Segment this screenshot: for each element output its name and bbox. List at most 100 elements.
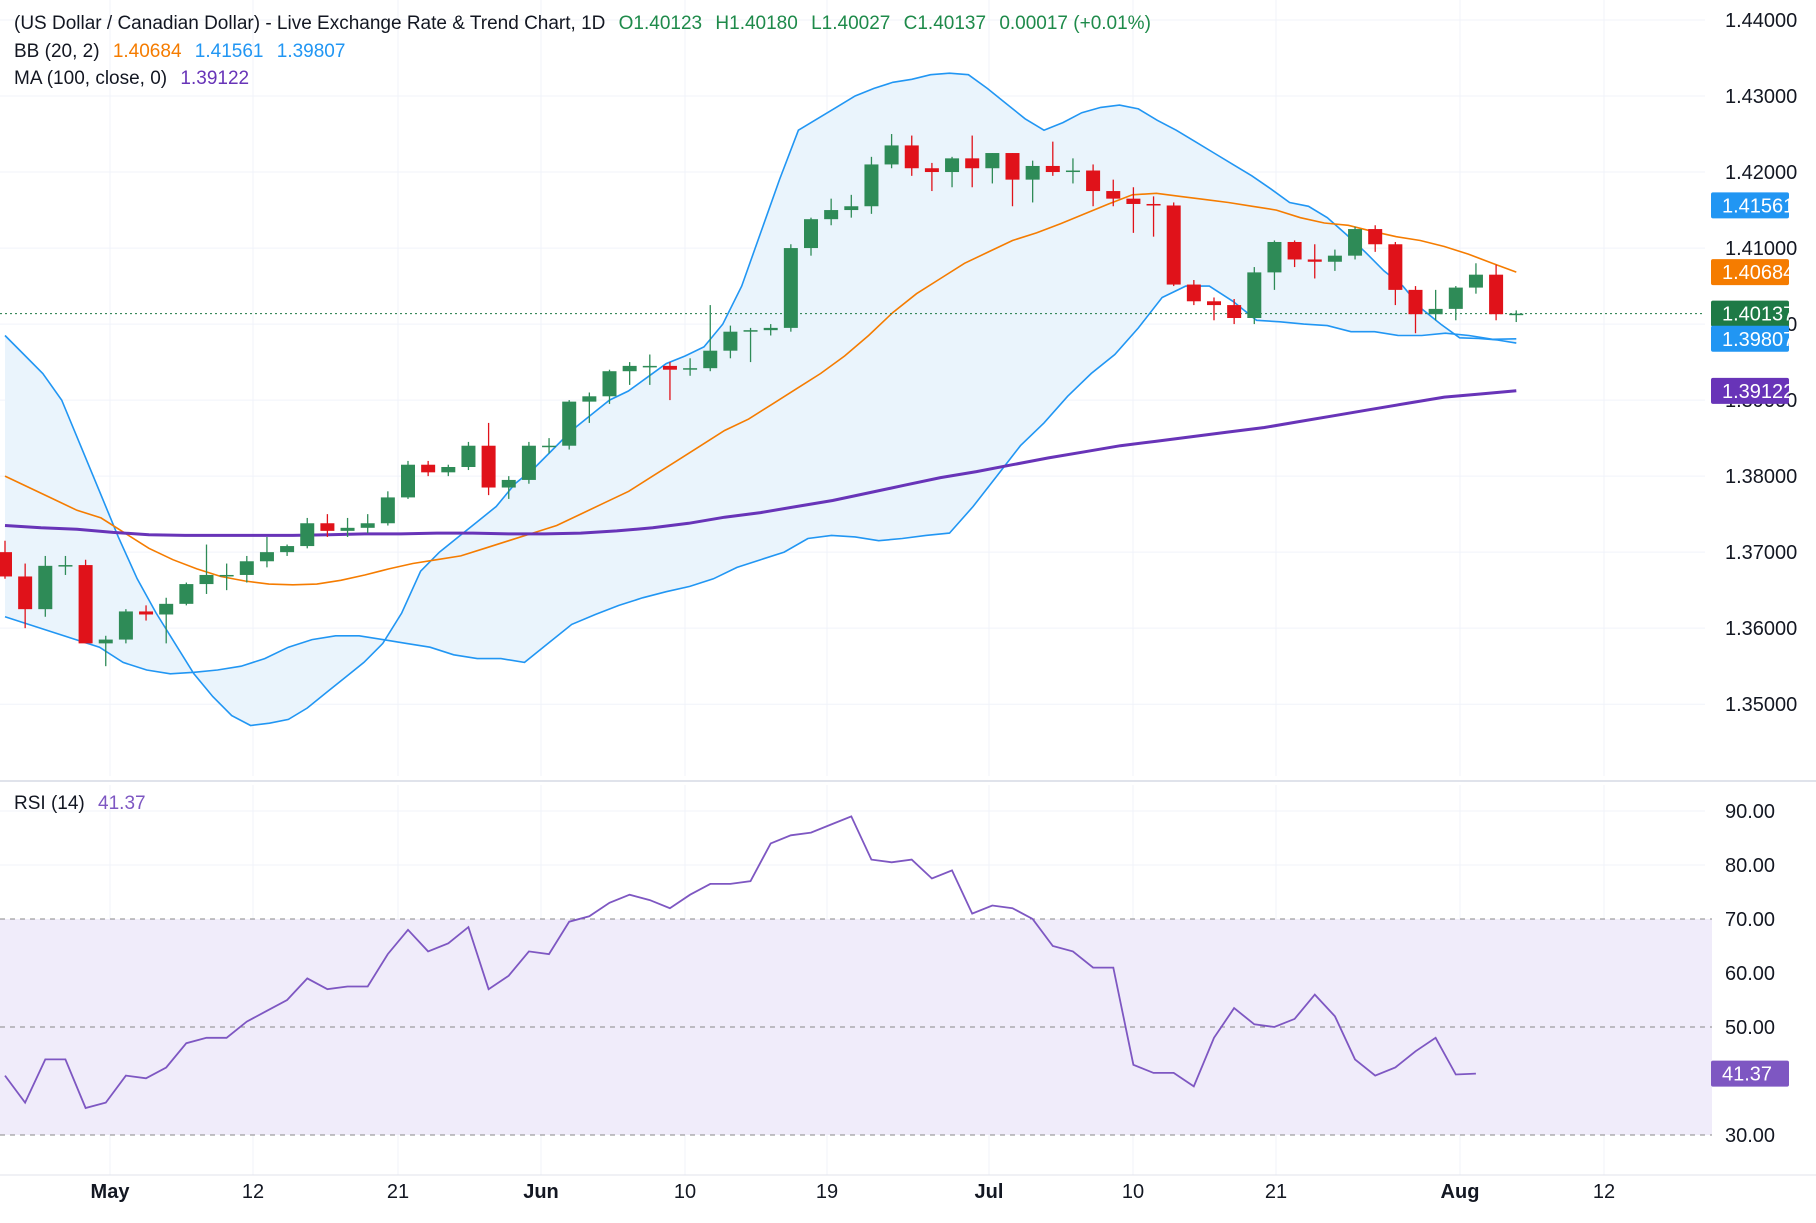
candle-body xyxy=(521,445,536,480)
rsi-line xyxy=(4,815,1476,1110)
candle xyxy=(783,244,798,332)
candles xyxy=(0,134,1524,667)
candle xyxy=(340,517,355,537)
price-axis[interactable]: 1.440001.430001.420001.410001.400001.390… xyxy=(1725,10,1797,716)
ohlc-close: C1.40137 xyxy=(903,13,987,34)
candle-body xyxy=(642,365,657,368)
price-tag-label: 1.40684 xyxy=(1722,262,1794,284)
candle-body xyxy=(662,365,677,370)
candle xyxy=(0,540,12,579)
candle xyxy=(179,582,194,606)
candle xyxy=(1388,241,1403,306)
moving-average-line xyxy=(4,389,1517,537)
candle-body xyxy=(562,401,577,446)
ma-indicator-label[interactable]: MA (100, close, 0) xyxy=(14,68,168,89)
candle-body xyxy=(622,365,637,372)
candle xyxy=(582,392,597,423)
candle xyxy=(542,438,557,454)
candle xyxy=(98,635,113,667)
candle-body xyxy=(259,552,274,562)
candle xyxy=(622,362,637,385)
candle-body xyxy=(0,552,12,577)
candle-body xyxy=(159,603,174,615)
rsi-tag-label: 41.37 xyxy=(1722,1064,1772,1086)
candle xyxy=(441,464,456,477)
rsi-indicator-label[interactable]: RSI (14) xyxy=(14,793,85,814)
candle-body xyxy=(320,523,335,531)
candle-body xyxy=(1489,274,1504,315)
candle xyxy=(562,400,577,450)
candle-body xyxy=(602,371,617,397)
price-tick-label: 1.38000 xyxy=(1725,466,1797,488)
candle-body xyxy=(1468,274,1483,288)
ma-value: 1.39122 xyxy=(180,68,250,89)
candle xyxy=(1509,310,1524,323)
candle xyxy=(159,597,174,644)
time-tick-label: 12 xyxy=(1593,1181,1615,1203)
candle xyxy=(58,555,73,575)
candle xyxy=(1126,187,1141,233)
time-tick-label: 21 xyxy=(1265,1181,1287,1203)
candle xyxy=(1045,141,1060,176)
candle-body xyxy=(18,576,33,610)
candle xyxy=(1428,289,1443,321)
candle-body xyxy=(401,464,415,498)
candle xyxy=(1408,286,1423,334)
bollinger-middle-line xyxy=(4,192,1517,586)
rsi-pane[interactable] xyxy=(0,815,1712,1136)
price-tick-label: 1.41000 xyxy=(1725,238,1797,260)
symbol-title[interactable]: (US Dollar / Canadian Dollar) - Live Exc… xyxy=(14,13,606,34)
candle xyxy=(1489,264,1504,321)
candle-body xyxy=(985,153,1000,169)
candle-body xyxy=(219,574,234,577)
candle xyxy=(320,514,335,537)
candle-body xyxy=(1126,198,1141,204)
candle xyxy=(824,198,839,226)
time-tick-label: 19 xyxy=(816,1181,838,1203)
candle xyxy=(1267,240,1282,290)
candle xyxy=(300,517,315,549)
rsi-axis[interactable]: 90.00 80.00 70.00 60.00 50.00 30.00 xyxy=(1725,801,1775,1147)
candle xyxy=(965,135,980,188)
candle-body xyxy=(380,497,395,524)
candle xyxy=(985,153,1000,184)
candle xyxy=(1307,244,1322,279)
candle-body xyxy=(1065,170,1080,173)
candle xyxy=(703,305,718,372)
rsi-tick-label: 90.00 xyxy=(1725,801,1775,823)
legend-ma-row: MA (100, close, 0) 1.39122 xyxy=(14,67,257,91)
time-tick-label: Aug xyxy=(1441,1181,1480,1203)
candle-body xyxy=(1428,308,1443,315)
bb-mid-value: 1.40684 xyxy=(112,41,182,62)
time-axis[interactable]: May 12 21 Jun 10 19 Jul 10 21 Aug 12 xyxy=(91,1181,1616,1203)
candle xyxy=(904,135,919,176)
price-tag-box xyxy=(1711,300,1789,327)
price-tick-label: 1.43000 xyxy=(1725,86,1797,108)
candle-body xyxy=(1025,165,1040,180)
candle-body xyxy=(723,331,738,351)
candle-body xyxy=(1146,203,1161,206)
price-tag-label: 1.41561 xyxy=(1722,195,1794,217)
rsi-value-tag: 41.37 xyxy=(1711,1060,1789,1087)
candle xyxy=(239,555,254,583)
candle-body xyxy=(300,523,315,547)
candle-body xyxy=(965,158,980,169)
candle xyxy=(38,555,53,617)
time-tick-label: Jul xyxy=(975,1181,1004,1203)
candle-body xyxy=(945,158,960,173)
candle xyxy=(662,362,677,401)
candle xyxy=(1448,286,1463,321)
candle-body xyxy=(1287,241,1302,260)
candle xyxy=(804,217,818,256)
candle-body xyxy=(1166,205,1181,285)
candle-body xyxy=(1327,255,1342,262)
bb-indicator-label[interactable]: BB (20, 2) xyxy=(14,41,100,62)
price-pane[interactable] xyxy=(0,72,1705,727)
candle-body xyxy=(703,350,718,369)
candle-body xyxy=(1207,301,1221,306)
candle xyxy=(1287,240,1302,268)
candle xyxy=(1166,202,1181,287)
price-tick-label: 1.36000 xyxy=(1725,618,1797,640)
candle-body xyxy=(1247,272,1262,319)
